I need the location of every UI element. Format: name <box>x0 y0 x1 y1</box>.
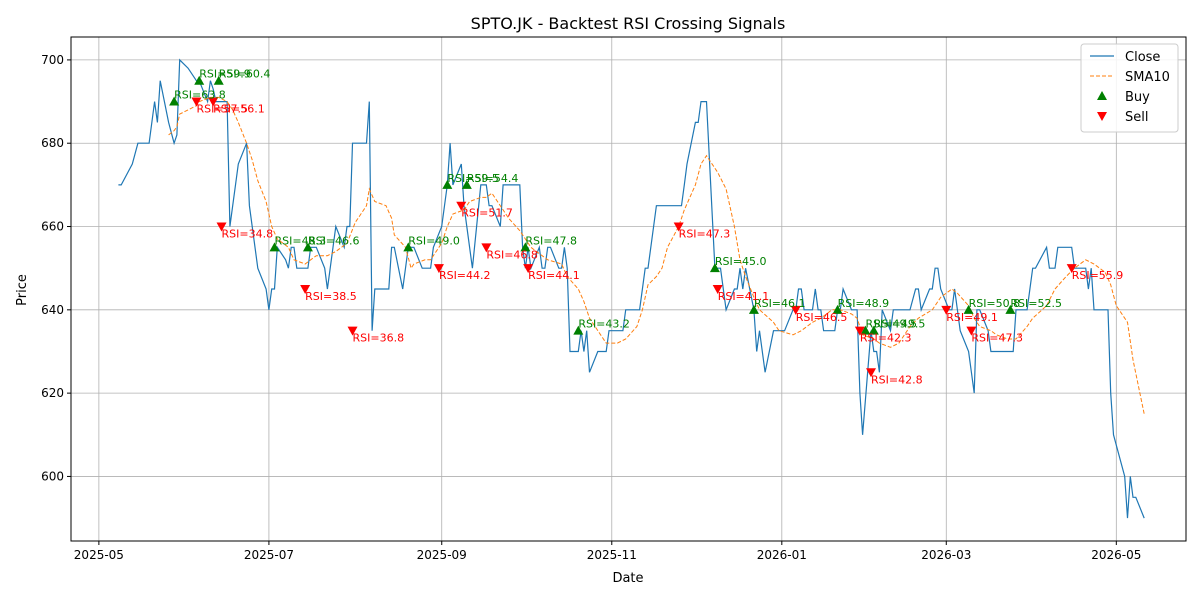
y-tick-label: 660 <box>41 220 64 234</box>
sell-label: RSI=44.1 <box>528 269 580 282</box>
buy-label: RSI=43.2 <box>578 318 630 331</box>
buy-label: RSI=52.5 <box>1010 297 1062 310</box>
sell-label: RSI=47.3 <box>971 332 1023 345</box>
y-tick-label: 620 <box>41 386 64 400</box>
legend-label: Close <box>1125 50 1160 65</box>
sell-label: RSI=49.1 <box>946 311 998 324</box>
buy-label: RSI=46.6 <box>308 234 360 247</box>
buy-label: RSI=49.0 <box>408 234 460 247</box>
buy-label: RSI=60.4 <box>219 68 271 81</box>
sell-label: RSI=38.5 <box>305 290 357 303</box>
x-axis-ticks: 2025-05 2025-07 2025-09 2025-11 2026-01 2026-… <box>74 541 1142 562</box>
sell-label: RSI=56.1 <box>213 103 265 116</box>
x-axis-label: Date <box>612 571 643 586</box>
x-tick-label: 2026-05 <box>1091 548 1141 562</box>
legend-label: Buy <box>1125 90 1150 105</box>
chart-title: SPTO.JK - Backtest RSI Crossing Signals <box>471 14 786 33</box>
sell-label: RSI=55.9 <box>1072 269 1124 282</box>
y-tick-label: 680 <box>41 136 64 150</box>
close-price-line <box>118 60 1144 518</box>
sma10-line <box>169 97 1145 414</box>
sell-label: RSI=34.8 <box>222 228 274 241</box>
plot-lines <box>118 60 1144 518</box>
signal-labels: RSI=63.8RSI=59.9RSI=60.4RSI=48.3RSI=46.6… <box>174 68 1123 387</box>
buy-label: RSI=54.4 <box>467 172 519 185</box>
sell-label: RSI=47.3 <box>679 228 731 241</box>
legend: Close SMA10 Buy Sell <box>1081 44 1178 132</box>
x-tick-label: 2025-07 <box>244 548 294 562</box>
buy-label: RSI=63.8 <box>174 89 226 102</box>
buy-label: RSI=49.5 <box>874 318 926 331</box>
buy-label: RSI=45.0 <box>715 255 767 268</box>
x-tick-label: 2026-03 <box>921 548 971 562</box>
y-tick-label: 700 <box>41 53 64 67</box>
buy-label: RSI=48.9 <box>838 297 890 310</box>
y-tick-label: 600 <box>41 469 64 483</box>
sell-label: RSI=44.2 <box>439 269 491 282</box>
y-axis-ticks: 600 620 640 660 680 700 <box>41 53 71 484</box>
sell-label: RSI=41.1 <box>718 290 770 303</box>
legend-label: Sell <box>1125 110 1148 125</box>
legend-label: SMA10 <box>1125 70 1170 85</box>
sell-label: RSI=51.7 <box>461 207 513 220</box>
sell-label: RSI=46.5 <box>796 311 848 324</box>
x-tick-label: 2025-11 <box>587 548 637 562</box>
x-tick-label: 2026-01 <box>757 548 807 562</box>
sell-label: RSI=46.8 <box>486 248 538 261</box>
y-tick-label: 640 <box>41 303 64 317</box>
sell-label: RSI=36.8 <box>353 332 405 345</box>
sell-label: RSI=42.8 <box>871 373 923 386</box>
buy-label: RSI=47.8 <box>525 234 577 247</box>
y-axis-label: Price <box>15 274 30 306</box>
x-tick-label: 2025-09 <box>417 548 467 562</box>
x-tick-label: 2025-05 <box>74 548 124 562</box>
sell-label: RSI=42.3 <box>860 332 912 345</box>
